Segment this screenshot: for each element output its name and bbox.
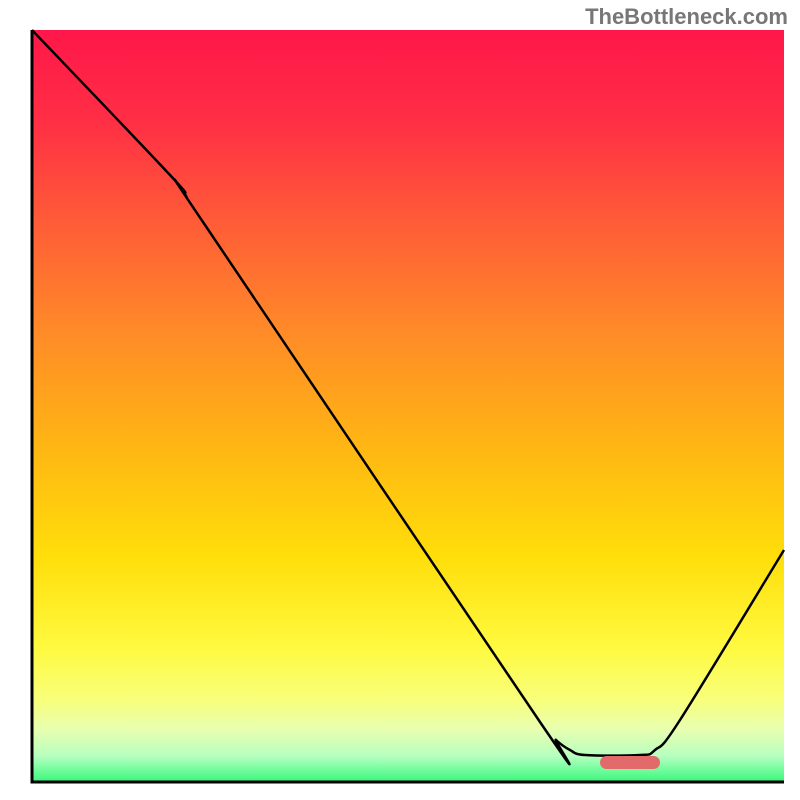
gradient-background [32,30,784,782]
bottleneck-chart [0,0,800,800]
chart-container: TheBottleneck.com [0,0,800,800]
watermark: TheBottleneck.com [585,4,788,30]
optimal-marker [600,756,660,769]
